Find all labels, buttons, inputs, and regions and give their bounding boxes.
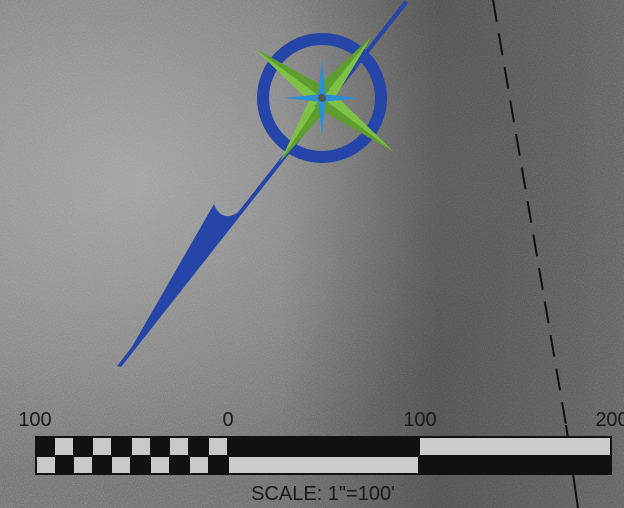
north-arrow: [117, 0, 408, 367]
scale-label: 100: [18, 409, 51, 431]
scale-label: 100: [403, 409, 436, 431]
scale-caption: SCALE: 1"=100': [251, 483, 395, 505]
scale-label: 0: [222, 409, 233, 431]
scale-bar: 100 0 100 200 SCALE: 1"=100': [18, 409, 624, 505]
scale-label: 200: [595, 409, 624, 431]
